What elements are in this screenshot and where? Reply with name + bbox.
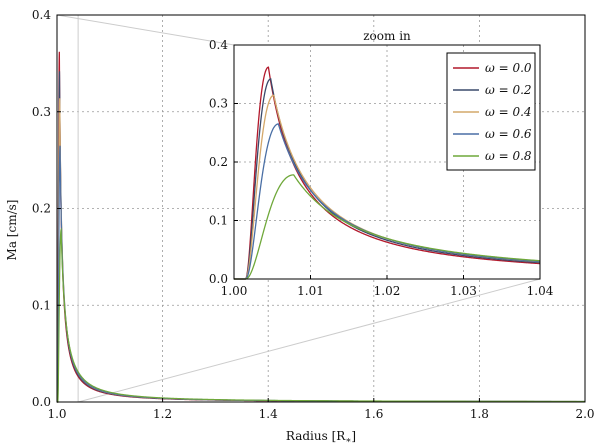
legend-entry: ω = 0.2	[485, 83, 532, 97]
x-axis-label-main: Radius [R	[286, 429, 346, 443]
main-x-tick-label: 2.0	[575, 407, 594, 421]
main-x-tick-label: 1.8	[470, 407, 489, 421]
inset-y-tick-label: 0.1	[209, 214, 228, 228]
main-series	[57, 51, 586, 403]
inset-y-tick-label: 0.4	[209, 38, 228, 52]
main-x-tick-label: 1.2	[153, 407, 172, 421]
zoom-guide-line	[56, 14, 235, 46]
main-y-tick-label: 0.0	[32, 395, 51, 409]
main-y-ticks: 0.0 0.1 0.2 0.3 0.4	[32, 8, 61, 409]
legend-entry: ω = 0.4	[485, 105, 532, 119]
legend-entry: ω = 0.0	[485, 61, 532, 75]
inset-series-line-4	[234, 174, 541, 280]
y-axis-label: Ma [cm/s]	[5, 200, 19, 261]
main-x-tick-label: 1.6	[364, 407, 383, 421]
inset-series-line-0	[234, 66, 541, 280]
inset-x-tick-label: 1.00	[221, 284, 248, 298]
inset-x-tick-label: 1.01	[297, 284, 324, 298]
legend-entry: ω = 0.6	[485, 127, 532, 141]
x-axis-label-sub: ∗	[345, 436, 351, 446]
main-y-tick-label: 0.2	[32, 202, 51, 216]
main-y-tick-label: 0.4	[32, 8, 51, 22]
inset-x-tick-label: 1.03	[450, 284, 477, 298]
inset-y-ticks: 0.0 0.1 0.2 0.3 0.4	[209, 38, 238, 286]
main-x-ticks: 1.0 1.2 1.4 1.6 1.8 2.0	[47, 398, 595, 421]
inset-x-tick-label: 1.04	[527, 284, 554, 298]
inset-series	[234, 66, 541, 280]
inset-title: zoom in	[363, 29, 411, 43]
inset-y-tick-label: 0.3	[209, 97, 228, 111]
main-series-line-4	[57, 227, 586, 403]
inset-y-tick-label: 0.0	[209, 272, 228, 286]
inset-x-tick-label: 1.02	[374, 284, 401, 298]
x-axis-label: Radius [R∗]	[286, 429, 356, 446]
inset-y-tick-label: 0.2	[209, 155, 228, 169]
main-x-tick-label: 1.0	[47, 407, 66, 421]
legend-entry: ω = 0.8	[485, 149, 532, 163]
legend: ω = 0.0 ω = 0.2 ω = 0.4 ω = 0.6 ω = 0.8	[446, 52, 536, 171]
main-y-tick-label: 0.1	[32, 298, 51, 312]
main-x-tick-label: 1.4	[259, 407, 278, 421]
main-y-tick-label: 0.3	[32, 105, 51, 119]
inset-x-ticks: 1.00 1.01 1.02 1.03 1.04	[221, 275, 554, 298]
zoom-guide-line	[77, 278, 541, 403]
x-axis-label-close: ]	[351, 429, 356, 443]
